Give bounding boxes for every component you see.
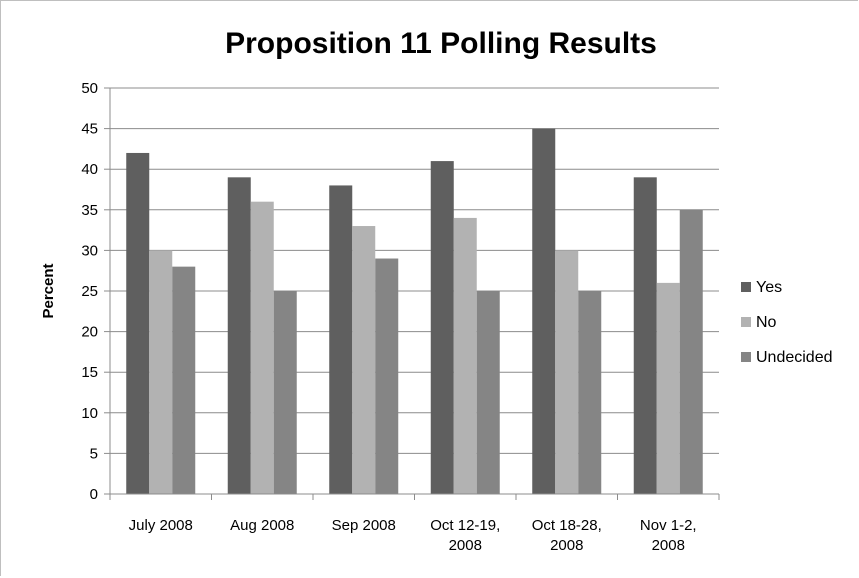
y-tick-label: 20 xyxy=(81,324,98,341)
y-tick-label: 50 xyxy=(81,80,98,97)
legend-swatch-no xyxy=(741,317,751,327)
y-axis-label: Percent xyxy=(40,263,57,318)
y-tick-label: 35 xyxy=(81,202,98,219)
bar-undecided-4 xyxy=(578,291,602,494)
y-tick-label: 15 xyxy=(81,364,98,381)
bar-no-2 xyxy=(352,226,376,495)
bar-yes-5 xyxy=(633,177,657,494)
y-tick-label: 25 xyxy=(81,283,98,300)
bar-yes-0 xyxy=(126,152,150,494)
y-tick-label: 10 xyxy=(81,405,98,422)
x-tick-label: July 2008 xyxy=(129,517,193,534)
bar-no-4 xyxy=(555,250,579,494)
bar-no-1 xyxy=(250,201,274,494)
x-tick-label: Sep 2008 xyxy=(332,517,396,534)
x-tick-label: Oct 18-28, xyxy=(532,517,602,534)
legend-label-yes: Yes xyxy=(756,279,782,296)
legend-swatch-yes xyxy=(741,282,751,292)
bar-no-0 xyxy=(149,250,173,494)
legend-label-no: No xyxy=(756,314,777,331)
bar-undecided-2 xyxy=(375,258,399,494)
x-tick-label: 2008 xyxy=(449,537,482,554)
legend-swatch-undecided xyxy=(741,352,751,362)
y-tick-label: 0 xyxy=(90,486,98,503)
x-tick-label: Aug 2008 xyxy=(230,517,294,534)
x-tick-label: 2008 xyxy=(652,537,685,554)
legend: Yes No Undecided xyxy=(741,279,833,366)
bar-undecided-1 xyxy=(273,291,297,494)
bars xyxy=(126,128,703,495)
legend-label-undecided: Undecided xyxy=(756,349,833,366)
gridlines xyxy=(110,87,719,454)
y-tick-label: 5 xyxy=(90,445,98,462)
chart-title: Proposition 11 Polling Results xyxy=(225,27,657,60)
x-axis-labels: July 2008 Aug 2008 Sep 2008 Oct 12-19, 2008 O… xyxy=(129,517,697,554)
x-axis xyxy=(109,88,720,500)
x-tick-label: Oct 12-19, xyxy=(430,517,500,534)
y-tick-label: 30 xyxy=(81,242,98,259)
y-axis-ticks: 0 5 10 15 20 25 30 35 40 45 50 xyxy=(81,80,110,503)
y-tick-label: 40 xyxy=(81,161,98,178)
bar-no-5 xyxy=(656,282,680,494)
bar-undecided-5 xyxy=(679,209,703,495)
x-tick-label: 2008 xyxy=(550,537,583,554)
bar-undecided-0 xyxy=(172,266,196,494)
bar-undecided-3 xyxy=(476,291,500,494)
x-tick-label: Nov 1-2, xyxy=(640,517,697,534)
bar-yes-1 xyxy=(227,177,251,494)
bar-yes-3 xyxy=(430,161,454,494)
bar-yes-4 xyxy=(532,128,556,494)
y-tick-label: 45 xyxy=(81,121,98,138)
bar-no-3 xyxy=(453,217,477,495)
bar-yes-2 xyxy=(329,185,353,494)
